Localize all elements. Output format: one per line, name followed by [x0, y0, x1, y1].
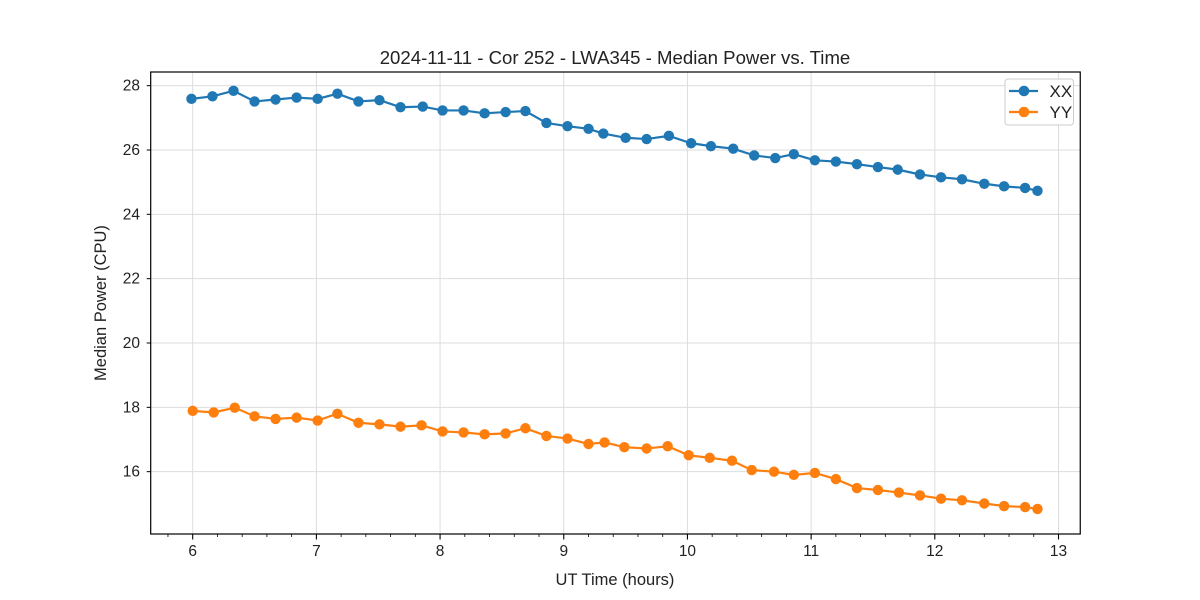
svg-text:28: 28: [123, 78, 140, 95]
svg-text:12: 12: [926, 543, 943, 560]
svg-text:YY: YY: [1050, 103, 1073, 122]
svg-text:20: 20: [123, 335, 141, 352]
svg-text:24: 24: [123, 206, 141, 223]
svg-text:13: 13: [1050, 543, 1067, 560]
svg-text:26: 26: [123, 142, 140, 159]
svg-text:Median Power (CPU): Median Power (CPU): [92, 225, 110, 381]
svg-text:7: 7: [312, 543, 321, 560]
svg-text:18: 18: [123, 399, 140, 416]
svg-text:11: 11: [803, 543, 819, 560]
svg-text:9: 9: [559, 543, 568, 560]
svg-text:XX: XX: [1050, 82, 1073, 101]
svg-text:6: 6: [188, 543, 197, 560]
svg-text:10: 10: [679, 543, 697, 560]
svg-text:2024-11-11 - Cor 252 - LWA345: 2024-11-11 - Cor 252 - LWA345 - Median P…: [380, 47, 851, 68]
svg-text:UT Time (hours): UT Time (hours): [556, 571, 675, 589]
svg-text:22: 22: [123, 271, 140, 288]
svg-text:16: 16: [123, 464, 140, 481]
svg-text:8: 8: [436, 543, 445, 560]
